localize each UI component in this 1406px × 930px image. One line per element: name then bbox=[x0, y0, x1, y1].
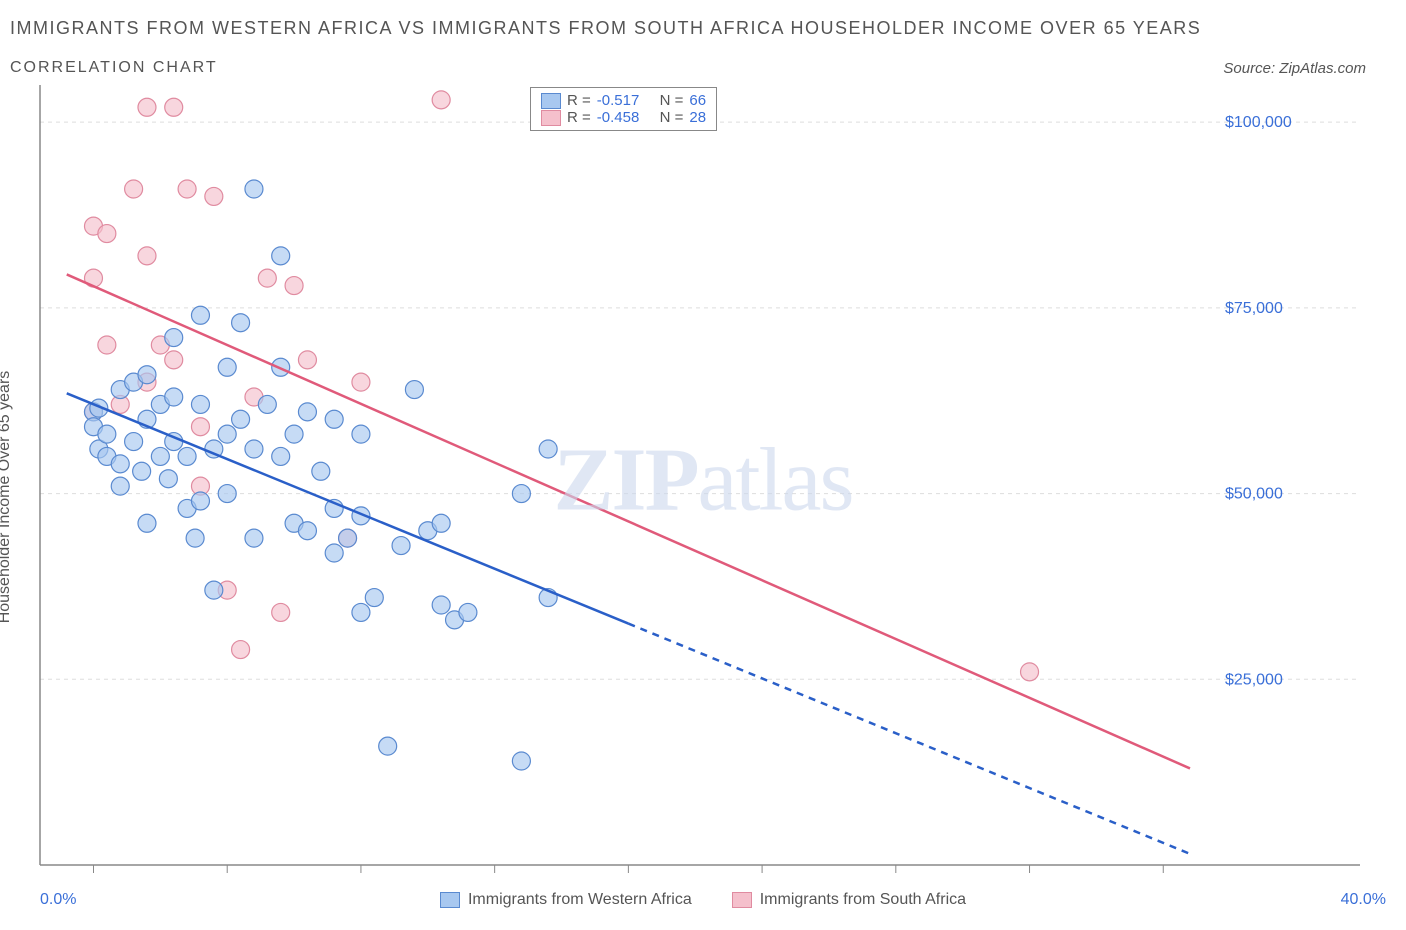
correlation-row-blue: R = -0.517 N = 66 bbox=[541, 92, 706, 109]
swatch-blue-icon bbox=[541, 93, 561, 109]
legend-label-pink: Immigrants from South Africa bbox=[760, 891, 966, 909]
correlation-row-pink: R = -0.458 N = 28 bbox=[541, 109, 706, 126]
scatter-plot: $25,000 $50,000 $75,000 $100,000 bbox=[0, 77, 1406, 897]
legend-label-blue: Immigrants from Western Africa bbox=[468, 891, 692, 909]
source-attribution: Source: ZipAtlas.com bbox=[1223, 60, 1396, 77]
subtitle-row: CORRELATION CHART Source: ZipAtlas.com bbox=[10, 59, 1396, 77]
n-value: 66 bbox=[689, 92, 706, 109]
swatch-pink-icon bbox=[541, 110, 561, 126]
swatch-blue-icon bbox=[440, 892, 460, 908]
chart-title: IMMIGRANTS FROM WESTERN AFRICA VS IMMIGR… bbox=[10, 18, 1396, 39]
swatch-pink-icon bbox=[732, 892, 752, 908]
y-axis-label: Householder Income Over 65 years bbox=[0, 347, 14, 647]
chart-subtitle: CORRELATION CHART bbox=[10, 59, 218, 77]
r-value: -0.517 bbox=[597, 92, 640, 109]
r-value: -0.458 bbox=[597, 109, 640, 126]
r-label: R = bbox=[567, 109, 591, 126]
r-label: R = bbox=[567, 92, 591, 109]
svg-text:$50,000: $50,000 bbox=[1225, 486, 1283, 503]
source-name: ZipAtlas.com bbox=[1279, 60, 1366, 77]
source-label: Source: bbox=[1223, 60, 1279, 77]
legend-item-blue: Immigrants from Western Africa bbox=[440, 891, 692, 909]
chart-header: IMMIGRANTS FROM WESTERN AFRICA VS IMMIGR… bbox=[0, 0, 1406, 77]
svg-text:$25,000: $25,000 bbox=[1225, 671, 1283, 688]
chart-area: Householder Income Over 65 years ZIPatla… bbox=[0, 77, 1406, 917]
n-label: N = bbox=[660, 109, 684, 126]
svg-text:$100,000: $100,000 bbox=[1225, 114, 1292, 131]
n-label: N = bbox=[660, 92, 684, 109]
correlation-legend: R = -0.517 N = 66R = -0.458 N = 28 bbox=[530, 87, 717, 131]
bottom-legend: Immigrants from Western Africa Immigrant… bbox=[0, 891, 1406, 909]
n-value: 28 bbox=[689, 109, 706, 126]
svg-text:$75,000: $75,000 bbox=[1225, 300, 1283, 317]
legend-item-pink: Immigrants from South Africa bbox=[732, 891, 966, 909]
